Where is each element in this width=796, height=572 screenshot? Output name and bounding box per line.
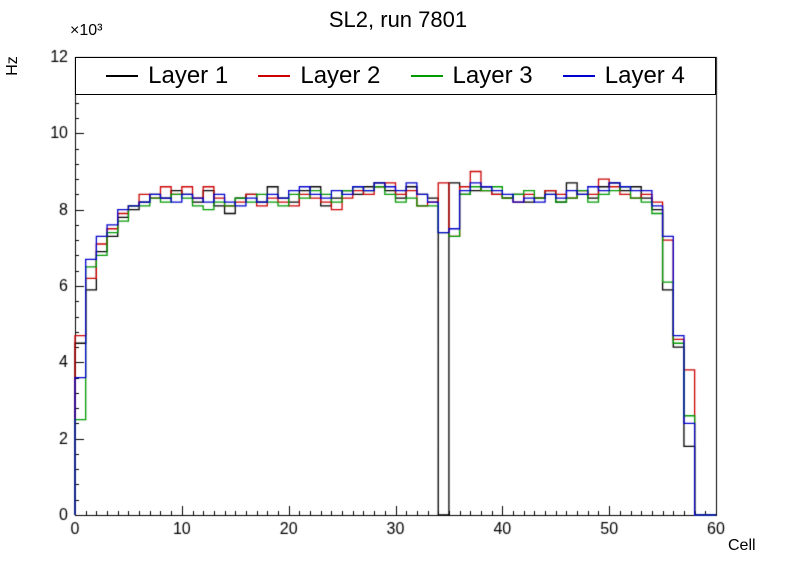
legend-line bbox=[258, 75, 291, 77]
legend-line bbox=[562, 75, 595, 77]
x-axis-title: Cell bbox=[728, 537, 756, 554]
y-axis-scale-multiplier: ×10³ bbox=[70, 22, 103, 39]
legend-label: Layer 2 bbox=[300, 62, 381, 89]
plot-title: SL2, run 7801 bbox=[328, 7, 468, 32]
legend-label: Layer 4 bbox=[604, 62, 685, 89]
legend-entry-layer3: Layer 3 bbox=[410, 62, 533, 89]
legend-entry-layer2: Layer 2 bbox=[258, 63, 380, 89]
legend-line bbox=[410, 75, 443, 77]
legend-entry-layer1: Layer 1 bbox=[106, 63, 228, 89]
legend-label: Layer 1 bbox=[148, 62, 229, 89]
legend-label: Layer 3 bbox=[452, 62, 533, 89]
legend-line bbox=[106, 75, 139, 77]
y-axis-title: Hz bbox=[3, 56, 21, 76]
legend-box: Layer 1 Layer 2 Layer 3 Layer 4 bbox=[75, 57, 716, 95]
legend-entry-layer4: Layer 4 bbox=[562, 62, 685, 89]
